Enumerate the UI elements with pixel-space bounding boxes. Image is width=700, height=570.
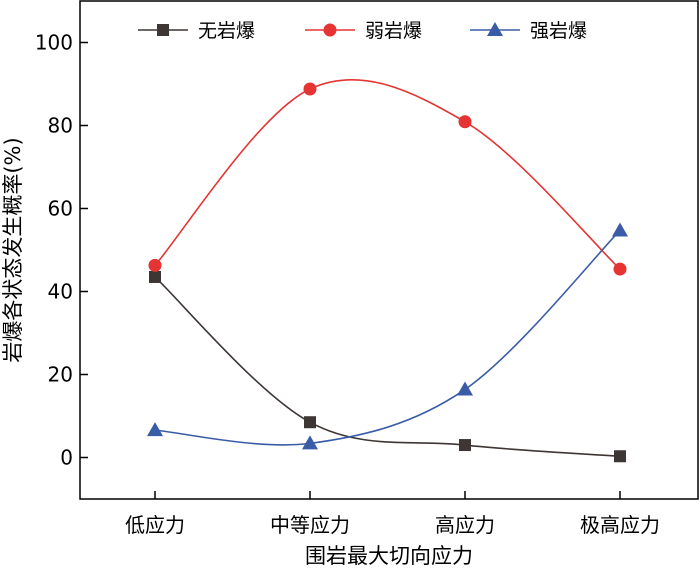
x-axis-label: 围岩最大切向应力	[305, 544, 473, 568]
y-axis-label: 岩爆各状态发生概率(%)	[1, 137, 25, 362]
legend-item: 弱岩爆	[305, 20, 422, 42]
y-tick-label: 60	[48, 197, 73, 221]
data-point-circle	[148, 258, 162, 272]
data-point-circle	[303, 82, 317, 96]
y-tick-label: 20	[48, 363, 73, 387]
data-point-circle	[458, 115, 472, 129]
data-point-triangle	[147, 422, 163, 437]
legend-item: 强岩爆	[470, 20, 587, 42]
x-tick-label: 极高应力	[580, 513, 660, 537]
data-point-circle	[613, 262, 627, 276]
legend-item: 无岩爆	[138, 20, 255, 42]
legend-label: 弱岩爆	[365, 20, 422, 42]
legend-marker	[487, 22, 503, 36]
data-point-square	[149, 270, 161, 283]
data-point-square	[614, 450, 626, 463]
x-axis-ticks: 低应力 中等应力 高应力 极高应力	[125, 491, 660, 537]
y-tick-label: 0	[60, 446, 73, 470]
legend: 无岩爆 弱岩爆 强岩爆	[138, 20, 587, 42]
legend-marker	[157, 24, 169, 36]
data-point-square	[304, 416, 316, 429]
series-1	[149, 270, 626, 463]
legend-label: 无岩爆	[198, 20, 255, 42]
data-point-triangle	[612, 222, 628, 237]
series-line	[154, 229, 621, 446]
data-point-triangle	[302, 435, 318, 450]
y-axis-ticks: 0 20 40 60 80 100	[35, 31, 88, 470]
series-layer	[147, 78, 628, 463]
x-tick-label: 中等应力	[270, 513, 350, 537]
legend-label: 强岩爆	[530, 20, 587, 42]
y-tick-label: 40	[48, 280, 73, 304]
y-tick-label: 80	[48, 114, 73, 138]
series-3	[147, 222, 628, 450]
series-2	[148, 78, 627, 276]
x-tick-label: 高应力	[435, 513, 495, 537]
legend-marker	[323, 23, 337, 37]
x-tick-label: 低应力	[125, 513, 185, 537]
y-tick-label: 100	[35, 31, 73, 55]
data-point-triangle	[457, 381, 473, 396]
data-point-square	[459, 439, 471, 452]
series-line	[154, 78, 621, 270]
plot-frame	[79, 0, 699, 500]
series-line	[154, 276, 621, 458]
